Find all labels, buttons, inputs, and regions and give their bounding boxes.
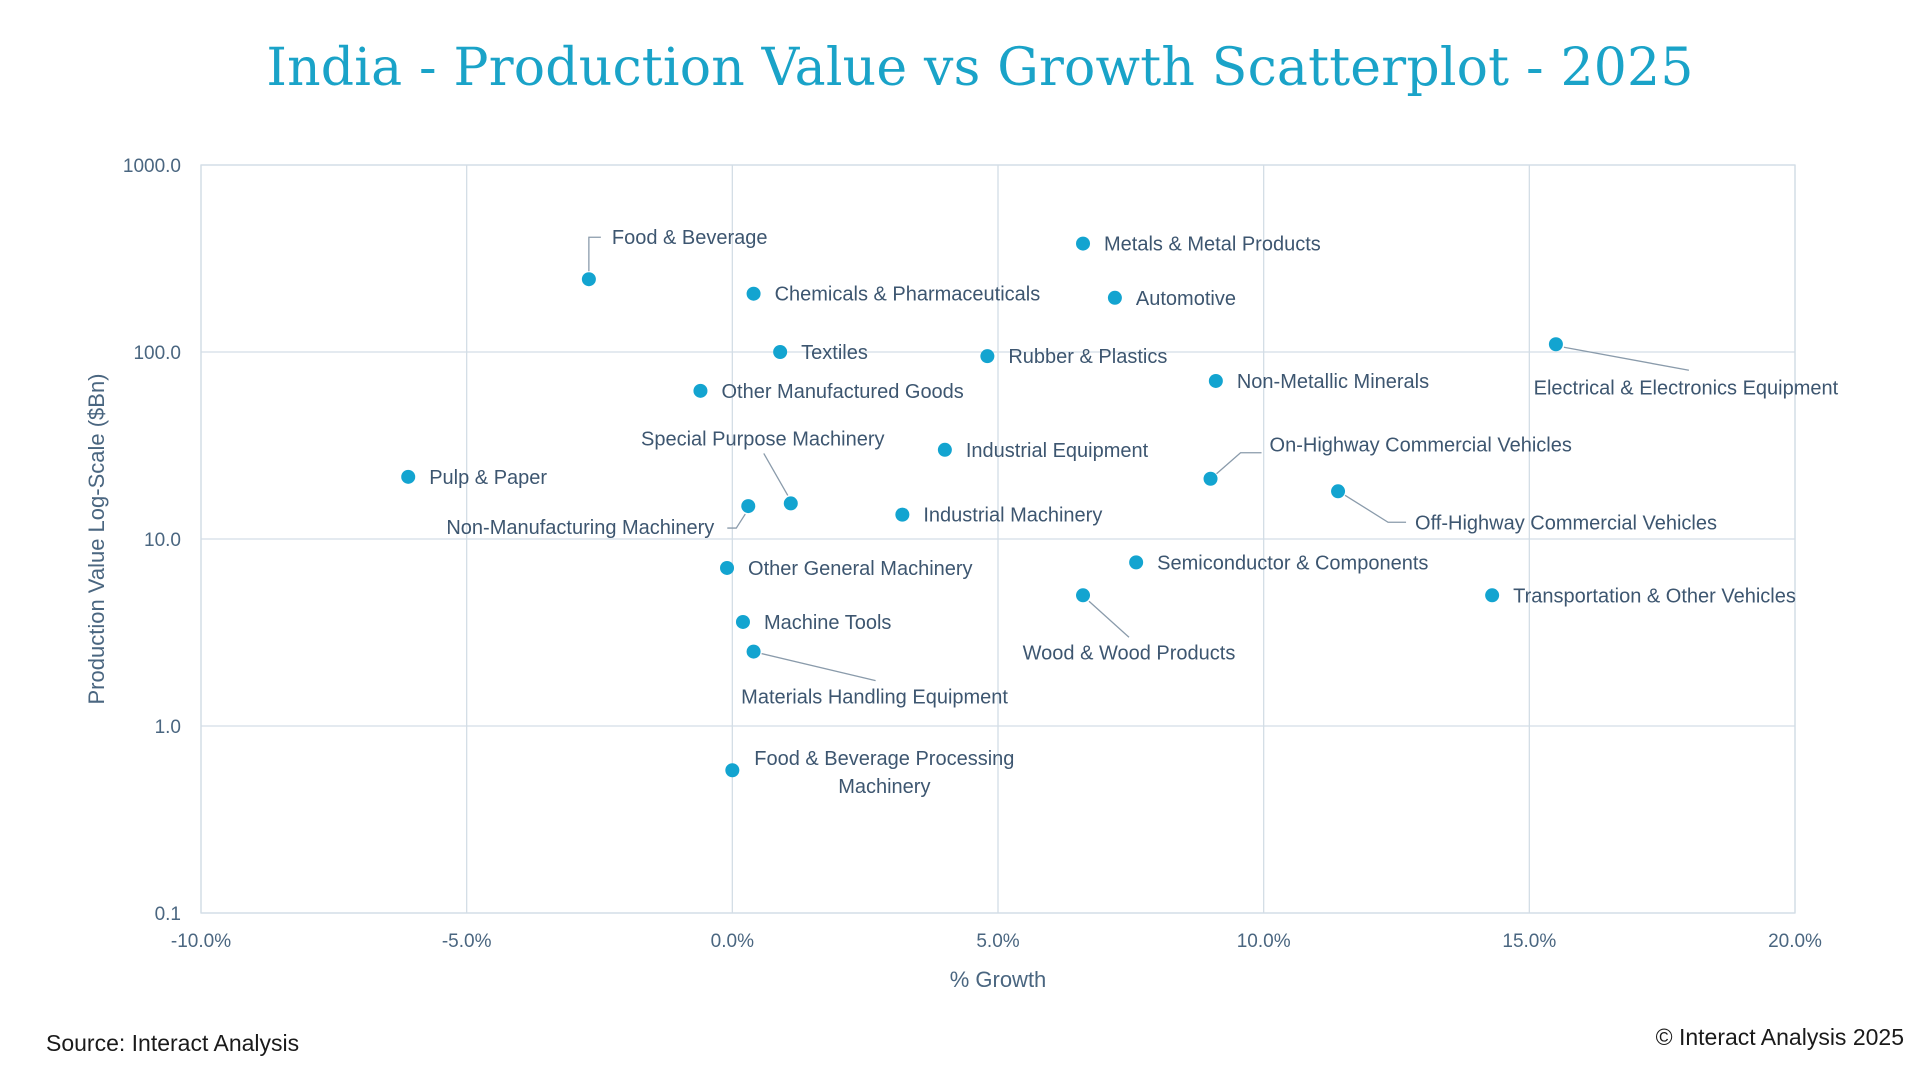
y-axis-title: Production Value Log-Scale ($Bn) — [84, 373, 109, 704]
x-tick-label: 10.0% — [1237, 931, 1291, 952]
data-point — [401, 469, 416, 484]
point-label: Transportation & Other Vehicles — [1513, 585, 1796, 607]
point-label: Other General Machinery — [748, 558, 973, 580]
data-point — [1208, 373, 1223, 388]
point-label: Industrial Machinery — [923, 505, 1102, 527]
data-point — [741, 499, 756, 514]
x-tick-label: 0.0% — [711, 931, 754, 952]
x-axis-title: % Growth — [950, 967, 1047, 992]
point-label: Food & Beverage Processing Machinery — [754, 748, 1014, 798]
x-tick-label: 5.0% — [976, 931, 1019, 952]
data-point — [693, 383, 708, 398]
point-label: Electrical & Electronics Equipment — [1534, 377, 1839, 399]
y-tick-label: 1000.0 — [123, 156, 181, 177]
leader-line — [588, 236, 601, 272]
leader-line — [761, 652, 876, 682]
point-label: Other Manufactured Goods — [721, 381, 963, 403]
data-point — [725, 763, 740, 778]
y-tick-label: 0.1 — [155, 904, 181, 925]
data-point — [937, 442, 952, 457]
source-note: Source: Interact Analysis — [46, 1030, 300, 1056]
chart-title: India - Production Value vs Growth Scatt… — [266, 38, 1694, 98]
data-point — [581, 272, 596, 287]
leader-line — [727, 513, 746, 529]
y-tick-label: 100.0 — [133, 343, 181, 364]
point-label: Food & Beverage — [612, 227, 768, 249]
point-label: Rubber & Plastics — [1008, 346, 1167, 368]
plot-border — [200, 164, 1796, 914]
point-label: Automotive — [1136, 288, 1236, 310]
y-tick-label: 1.0 — [155, 717, 181, 738]
leader-line — [1088, 600, 1130, 638]
leader-line — [1563, 346, 1690, 371]
point-label: Pulp & Paper — [429, 467, 547, 489]
data-point — [735, 614, 750, 629]
leader-line — [763, 453, 789, 496]
point-label: Metals & Metal Products — [1104, 234, 1321, 256]
point-label: Machine Tools — [764, 612, 891, 634]
data-point — [1548, 337, 1563, 352]
y-tick-label: 10.0 — [144, 530, 181, 551]
axes: -10.0% -5.0% 0.0% 5.0% 10.0% 15.0% 20.0% 0.1 1.0… — [123, 156, 1822, 952]
copyright-note: © Interact Analysis 2025 — [1655, 1024, 1904, 1050]
x-tick-label: 15.0% — [1502, 931, 1556, 952]
leader-lines — [588, 236, 1690, 682]
data-points — [401, 236, 1563, 778]
data-point — [895, 507, 910, 522]
point-label: On-Highway Commercial Vehicles — [1270, 435, 1572, 457]
x-tick-label: -5.0% — [442, 931, 492, 952]
grid-lines — [200, 164, 1796, 914]
point-label: Special Purpose Machinery — [641, 428, 884, 450]
point-label: Textiles — [801, 342, 868, 364]
x-tick-label: -10.0% — [171, 931, 231, 952]
data-point — [980, 349, 995, 364]
point-label: Chemicals & Pharmaceuticals — [775, 284, 1041, 306]
point-label: Non-Metallic Minerals — [1237, 371, 1429, 393]
data-point — [1203, 471, 1218, 486]
point-labels: Food & Beverage Metals & Metal Products Ch… — [429, 227, 1838, 798]
x-tick-label: 20.0% — [1768, 931, 1822, 952]
data-point — [783, 496, 798, 511]
point-label: Off-Highway Commercial Vehicles — [1415, 512, 1717, 534]
data-point — [1076, 236, 1091, 251]
data-point — [1129, 555, 1144, 570]
data-point — [746, 644, 761, 659]
point-label: Industrial Equipment — [966, 440, 1149, 462]
point-label: Wood & Wood Products — [1023, 642, 1236, 664]
data-point — [1076, 588, 1091, 603]
data-point — [720, 560, 735, 575]
point-label: Semiconductor & Components — [1157, 552, 1428, 574]
point-label: Materials Handling Equipment — [741, 687, 1008, 709]
data-point — [746, 286, 761, 301]
leader-line — [1216, 452, 1262, 475]
data-point — [773, 345, 788, 359]
point-label: Non-Manufacturing Machinery — [446, 517, 714, 539]
data-point — [1107, 290, 1122, 305]
data-point — [1331, 484, 1346, 499]
data-point — [1485, 588, 1500, 603]
leader-line — [1344, 494, 1407, 523]
